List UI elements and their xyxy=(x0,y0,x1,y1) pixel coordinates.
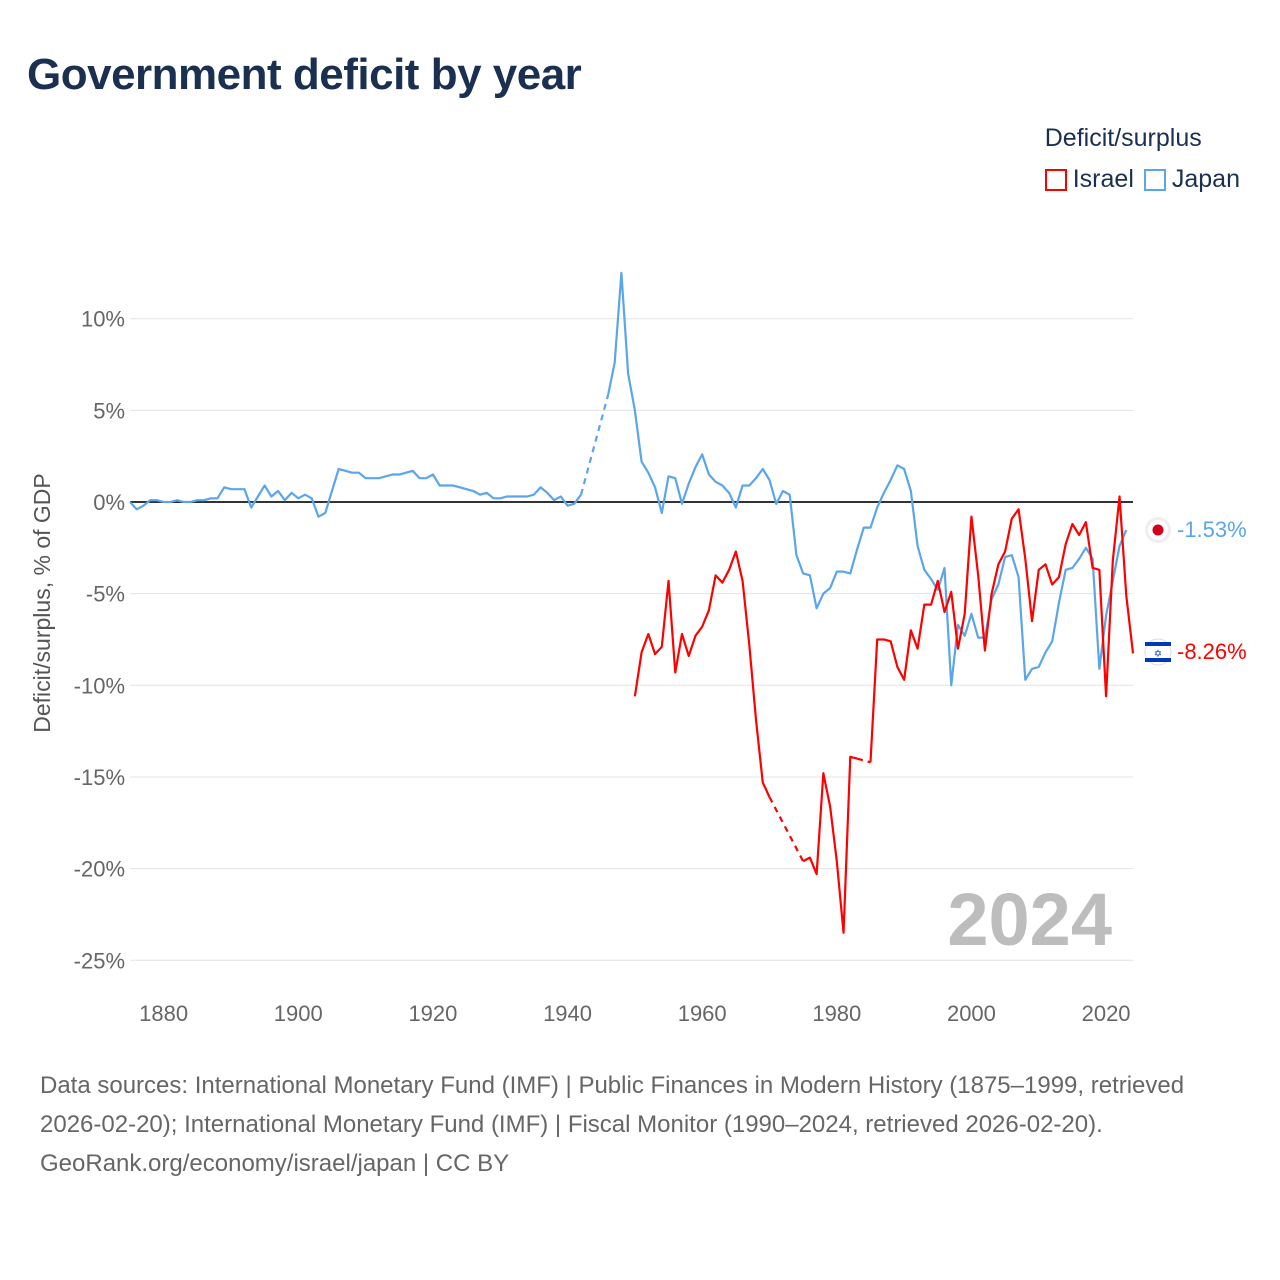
israel-flag-icon: ✡ xyxy=(1144,638,1172,666)
legend-swatch-japan xyxy=(1143,168,1166,191)
israel-interpolated-gap xyxy=(768,796,805,862)
japan-series-line xyxy=(129,467,582,518)
israel-series-line xyxy=(633,550,771,798)
y-tick-label: 0% xyxy=(93,490,125,515)
legend-swatch-israel xyxy=(1044,168,1067,191)
data-sources: Data sources: International Monetary Fun… xyxy=(40,1072,1185,1138)
y-tick-label: 10% xyxy=(81,307,125,332)
x-tick-label: 1900 xyxy=(274,1001,323,1026)
y-tick-label: -15% xyxy=(74,765,125,790)
credit-link[interactable]: GeoRank.org/economy/israel/japan | CC BY xyxy=(40,1150,510,1177)
japan-flag-icon xyxy=(1145,517,1171,543)
y-axis-label: Deficit/surplus, % of GDP xyxy=(29,473,55,732)
israel-series-line xyxy=(869,495,1135,763)
x-tick-label: 1980 xyxy=(812,1001,861,1026)
israel-interpolated-gap xyxy=(856,757,871,764)
chart-title: Government deficit by year xyxy=(27,50,582,99)
x-tick-label: 2020 xyxy=(1082,1001,1131,1026)
y-tick-label: 5% xyxy=(93,398,125,423)
x-tick-label: 1920 xyxy=(408,1001,457,1026)
year-watermark: 2024 xyxy=(947,878,1112,961)
x-tick-label: 1880 xyxy=(139,1001,188,1026)
svg-text:✡: ✡ xyxy=(1154,649,1162,660)
japan-series-line xyxy=(606,271,1128,687)
x-tick-label: 1940 xyxy=(543,1001,592,1026)
japan-end-label: -1.53% xyxy=(1177,517,1247,542)
legend-title: Deficit/surplus xyxy=(1044,124,1202,152)
y-tick-label: -25% xyxy=(74,948,125,973)
legend-label-japan: Japan xyxy=(1171,165,1240,193)
legend-item-japan[interactable]: Japan xyxy=(1143,165,1240,194)
israel-series-line xyxy=(802,755,858,934)
x-tick-label: 1960 xyxy=(678,1001,727,1026)
legend: Deficit/surplus Israel Japan xyxy=(1044,124,1240,194)
x-tick-label: 2000 xyxy=(947,1001,996,1026)
y-tick-label: -20% xyxy=(74,857,125,882)
footer: Data sources: International Monetary Fun… xyxy=(40,1066,1250,1183)
legend-label-israel: Israel xyxy=(1072,165,1134,193)
israel-end-label: -8.26% xyxy=(1177,639,1247,664)
y-tick-label: -10% xyxy=(74,673,125,698)
y-tick-label: -5% xyxy=(86,582,125,607)
legend-item-israel[interactable]: Israel xyxy=(1044,165,1134,194)
